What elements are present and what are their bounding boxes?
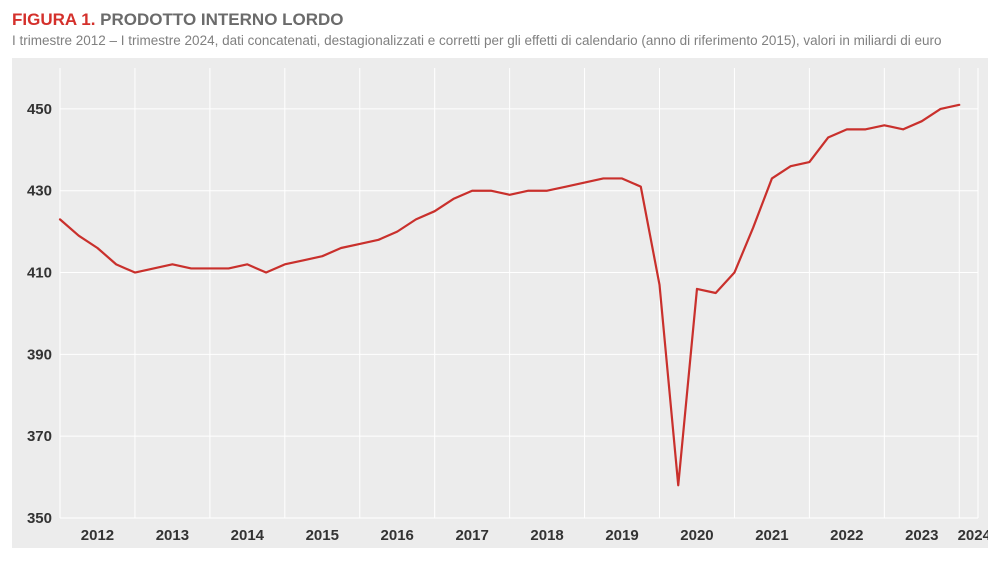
xtick-label: 2023 xyxy=(905,527,938,544)
xtick-label: 2015 xyxy=(306,527,339,544)
xtick-label: 2020 xyxy=(680,527,713,544)
chart-container: 350 370 390 410 430 450 2012 2013 2014 2015 2016 20… xyxy=(12,58,988,548)
ytick-label: 430 xyxy=(27,182,52,199)
xtick-label: 2017 xyxy=(455,527,488,544)
ytick-label: 350 xyxy=(27,510,52,527)
xtick-label: 2019 xyxy=(605,527,638,544)
ytick-label: 450 xyxy=(27,100,52,117)
ytick-label: 390 xyxy=(27,346,52,363)
xtick-label: 2016 xyxy=(381,527,414,544)
xtick-label: 2018 xyxy=(530,527,563,544)
figure-header: FIGURA 1. PRODOTTO INTERNO LORDO xyxy=(12,10,988,30)
figure-title: PRODOTTO INTERNO LORDO xyxy=(100,10,343,29)
line-chart: 350 370 390 410 430 450 2012 2013 2014 2015 2016 20… xyxy=(12,58,988,548)
figure-subtitle: I trimestre 2012 – I trimestre 2024, dat… xyxy=(12,32,988,50)
plot-area xyxy=(60,68,978,518)
xtick-label: 2013 xyxy=(156,527,189,544)
xtick-label: 2021 xyxy=(755,527,788,544)
ytick-label: 370 xyxy=(27,428,52,445)
xtick-label: 2022 xyxy=(830,527,863,544)
figure-label: FIGURA 1. xyxy=(12,10,95,29)
xtick-label: 2024 xyxy=(958,527,988,544)
xtick-label: 2012 xyxy=(81,527,114,544)
ytick-label: 410 xyxy=(27,264,52,281)
xtick-label: 2014 xyxy=(231,527,265,544)
